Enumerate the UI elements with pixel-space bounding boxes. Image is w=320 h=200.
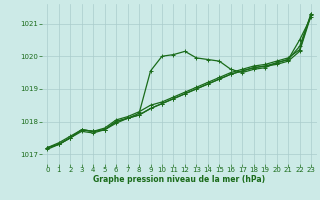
X-axis label: Graphe pression niveau de la mer (hPa): Graphe pression niveau de la mer (hPa) [93,175,265,184]
